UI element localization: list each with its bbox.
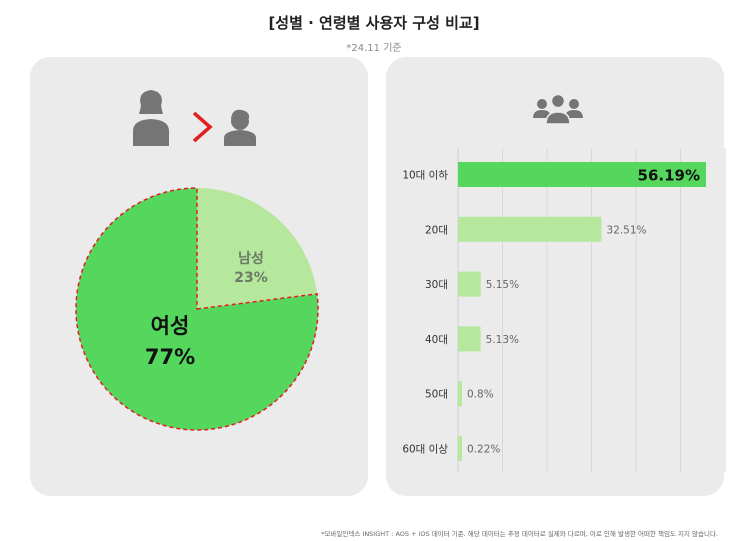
woman-user-icon xyxy=(133,90,169,146)
pie-value-male: 23% xyxy=(234,270,268,286)
age-card xyxy=(386,57,724,496)
category-label: 40대 xyxy=(425,334,448,346)
chart-subtitle: *24.11 기준 xyxy=(346,43,402,54)
value-label: 5.13% xyxy=(486,334,519,346)
pie-label-female: 여성 xyxy=(151,314,190,338)
bar-5 xyxy=(458,381,462,407)
footnote: *모바일인덱스 INSIGHT : AOS + iOS 데이터 기준. 해당 데… xyxy=(321,530,718,538)
pie-highlight-outline xyxy=(75,187,319,431)
value-label: 0.22% xyxy=(467,444,500,456)
bar-2 xyxy=(458,216,602,242)
pie-slice-male xyxy=(197,188,318,309)
value-label: 56.19% xyxy=(638,167,700,185)
value-label: 5.15% xyxy=(486,279,519,291)
category-label: 10대 이하 xyxy=(402,169,448,182)
category-label: 20대 xyxy=(425,224,448,236)
user-group-icon xyxy=(533,93,583,125)
bar-chart: 10대 이하 56.19% 20대 32.51% 30대 5.15% 40대 5.13% 50대… xyxy=(402,148,726,472)
pie-value-female: 77% xyxy=(145,345,195,369)
man-user-icon xyxy=(224,109,256,146)
bar-4 xyxy=(458,326,481,352)
pie-chart: 남성 23% 여성 77% xyxy=(75,187,319,431)
category-label: 60대 이상 xyxy=(402,444,448,456)
category-label: 30대 xyxy=(425,279,448,291)
bar-1 xyxy=(458,162,706,187)
pie-label-male: 남성 xyxy=(238,250,264,267)
chart-title: [성별 · 연령별 사용자 구성 비교] xyxy=(268,14,480,32)
greater-than-icon xyxy=(192,111,213,143)
bar-3 xyxy=(458,271,481,297)
value-label: 32.51% xyxy=(606,224,646,236)
category-label: 50대 xyxy=(425,389,448,401)
value-label: 0.8% xyxy=(467,389,494,401)
bar-6 xyxy=(458,436,462,461)
